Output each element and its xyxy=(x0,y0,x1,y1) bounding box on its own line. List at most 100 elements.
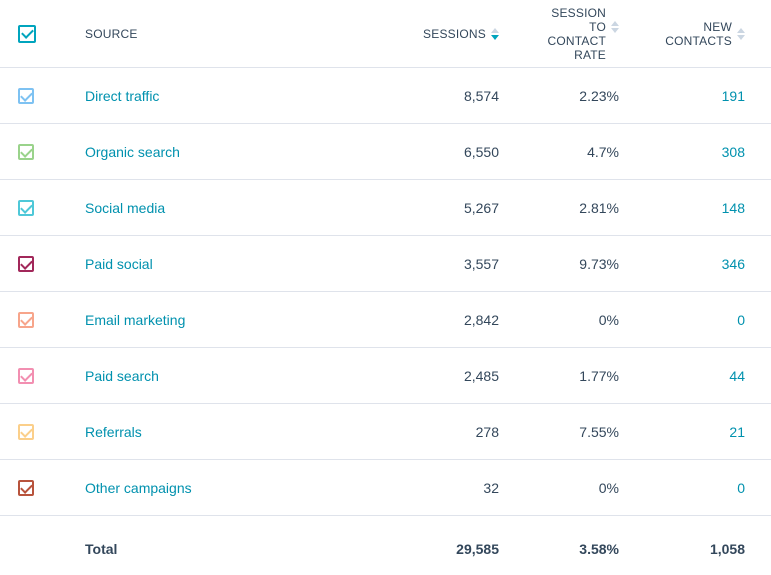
source-link[interactable]: Other campaigns xyxy=(85,479,192,496)
row-checkbox[interactable] xyxy=(18,367,34,384)
sessions-value: 3,557 xyxy=(463,255,499,272)
contacts-link[interactable]: 308 xyxy=(721,143,745,160)
checkmark-icon xyxy=(20,480,33,494)
sessions-value: 2,842 xyxy=(463,311,499,328)
contacts-link[interactable]: 0 xyxy=(737,311,745,328)
contacts-link[interactable]: 191 xyxy=(721,87,745,104)
total-contacts: 1,058 xyxy=(709,541,745,557)
source-link[interactable]: Organic search xyxy=(85,143,180,160)
row-check-cell xyxy=(18,404,40,459)
sessions-cell: 3,557 xyxy=(464,236,499,291)
sessions-header-label: SESSIONS xyxy=(423,26,486,41)
source-cell: Direct traffic xyxy=(85,68,345,123)
source-cell: Paid social xyxy=(85,236,345,291)
rate-value: 4.7% xyxy=(587,143,619,160)
rate-cell: 7.55% xyxy=(579,404,619,459)
row-checkbox[interactable] xyxy=(18,311,34,328)
rate-value: 2.81% xyxy=(579,199,619,216)
table-row: Email marketing 2,842 0% 0 xyxy=(0,292,771,348)
source-link[interactable]: Paid search xyxy=(85,367,159,384)
contacts-link[interactable]: 21 xyxy=(729,423,745,440)
sessions-value: 6,550 xyxy=(463,143,499,160)
total-sessions-cell: 29,585 xyxy=(456,516,499,575)
rate-cell: 0% xyxy=(599,460,619,515)
checkmark-icon xyxy=(20,88,33,102)
rate-cell: 0% xyxy=(599,292,619,347)
contacts-cell: 308 xyxy=(722,124,745,179)
source-cell: Social media xyxy=(85,180,345,235)
sessions-cell: 5,267 xyxy=(464,180,499,235)
row-checkbox[interactable] xyxy=(18,143,34,160)
contacts-cell: 0 xyxy=(737,460,745,515)
select-all-checkbox[interactable] xyxy=(18,24,36,43)
contacts-link[interactable]: 148 xyxy=(721,199,745,216)
row-check-cell xyxy=(18,236,40,291)
source-cell: Organic search xyxy=(85,124,345,179)
rate-header[interactable]: SESSION TO CONTACT RATE xyxy=(547,0,619,67)
sessions-header[interactable]: SESSIONS xyxy=(423,0,499,67)
contacts-cell: 346 xyxy=(722,236,745,291)
rate-cell: 2.81% xyxy=(579,180,619,235)
source-cell: Referrals xyxy=(85,404,345,459)
row-checkbox[interactable] xyxy=(18,199,34,216)
row-check-cell xyxy=(18,180,40,235)
table-row: Referrals 278 7.55% 21 xyxy=(0,404,771,460)
source-link[interactable]: Email marketing xyxy=(85,311,186,328)
contacts-cell: 44 xyxy=(729,348,745,403)
checkmark-icon xyxy=(20,200,33,214)
table-row: Paid social 3,557 9.73% 346 xyxy=(0,236,771,292)
total-sessions: 29,585 xyxy=(456,541,499,557)
rate-value: 7.55% xyxy=(579,423,619,440)
total-rate: 3.58% xyxy=(579,541,619,557)
contacts-link[interactable]: 0 xyxy=(737,479,745,496)
row-checkbox[interactable] xyxy=(18,423,34,440)
contacts-header-label: NEW CONTACTS xyxy=(665,19,732,48)
select-all-cell xyxy=(18,0,40,67)
table-row: Other campaigns 32 0% 0 xyxy=(0,460,771,516)
row-check-cell xyxy=(18,348,40,403)
sessions-cell: 2,485 xyxy=(464,348,499,403)
table-row: Paid search 2,485 1.77% 44 xyxy=(0,348,771,404)
contacts-cell: 148 xyxy=(722,180,745,235)
sort-icon[interactable] xyxy=(491,27,499,40)
source-link[interactable]: Social media xyxy=(85,199,166,216)
source-link[interactable]: Paid social xyxy=(85,255,153,272)
total-row: Total 29,585 3.58% 1,058 xyxy=(0,516,771,575)
table-row: Social media 5,267 2.81% 148 xyxy=(0,180,771,236)
row-check-cell xyxy=(18,460,40,515)
sessions-cell: 6,550 xyxy=(464,124,499,179)
contacts-header[interactable]: NEW CONTACTS xyxy=(665,0,745,67)
checkmark-icon xyxy=(20,368,33,382)
contacts-link[interactable]: 346 xyxy=(721,255,745,272)
source-link[interactable]: Referrals xyxy=(85,423,142,440)
row-checkbox[interactable] xyxy=(18,255,34,272)
contacts-cell: 0 xyxy=(737,292,745,347)
rate-cell: 1.77% xyxy=(579,348,619,403)
checkmark-icon xyxy=(21,25,34,39)
source-cell: Other campaigns xyxy=(85,460,345,515)
checkmark-icon xyxy=(20,424,33,438)
contacts-cell: 21 xyxy=(729,404,745,459)
source-link[interactable]: Direct traffic xyxy=(85,87,160,104)
row-checkbox[interactable] xyxy=(18,87,34,104)
total-rate-cell: 3.58% xyxy=(579,516,619,575)
sessions-value: 278 xyxy=(475,423,499,440)
source-header: SOURCE xyxy=(85,0,345,67)
contacts-link[interactable]: 44 xyxy=(729,367,745,384)
sort-icon[interactable] xyxy=(737,27,745,40)
rate-cell: 2.23% xyxy=(579,68,619,123)
rate-value: 0% xyxy=(598,311,619,328)
sessions-value: 32 xyxy=(483,479,499,496)
checkmark-icon xyxy=(20,144,33,158)
source-cell: Email marketing xyxy=(85,292,345,347)
rate-value: 0% xyxy=(598,479,619,496)
sessions-value: 2,485 xyxy=(463,367,499,384)
sessions-value: 8,574 xyxy=(463,87,499,104)
rate-value: 2.23% xyxy=(579,87,619,104)
rate-cell: 9.73% xyxy=(579,236,619,291)
row-checkbox[interactable] xyxy=(18,479,34,496)
row-check-cell xyxy=(18,68,40,123)
row-check-cell xyxy=(18,124,40,179)
sort-icon[interactable] xyxy=(611,20,619,33)
